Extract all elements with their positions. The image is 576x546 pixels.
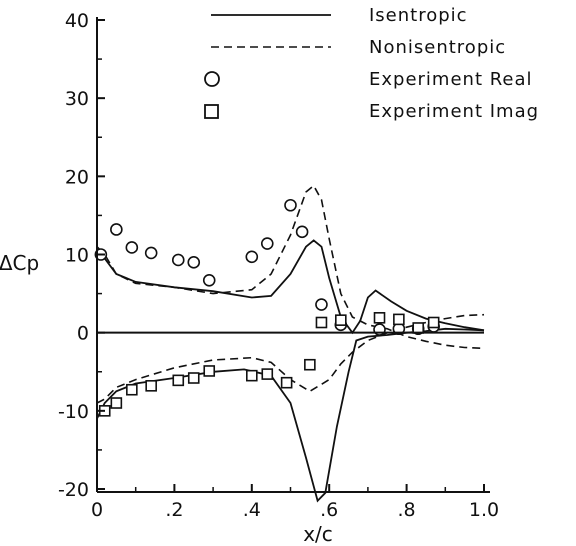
- experiment-imag-point: [126, 383, 138, 396]
- legend-label: Experiment Imag: [369, 101, 539, 122]
- legend-swatch-experiment-real: [204, 71, 220, 87]
- y-axis-label: ΔCp: [0, 251, 39, 275]
- experiment-real-point: [110, 223, 123, 236]
- legend-label: Nonisentropic: [369, 37, 506, 58]
- x-tick-label: 1.0: [469, 499, 499, 521]
- experiment-real-point: [245, 250, 259, 264]
- experiment-imag-point: [427, 316, 440, 329]
- experiment-real-point: [284, 198, 297, 212]
- legend: Isentropic Nonisentropic Experiment Real Ex…: [204, 5, 539, 122]
- experiment-imag-point: [315, 316, 328, 329]
- series-line-solid-imag: [96, 327, 485, 503]
- y-tick-label: 20: [65, 166, 89, 188]
- x-tick-label: .8: [398, 499, 416, 521]
- y-tick-label: 0: [77, 323, 89, 345]
- experiment-real-point: [144, 246, 158, 260]
- experiment-imag-point: [203, 365, 216, 377]
- legend-swatch-experiment-imag: [204, 104, 219, 119]
- legend-label: Experiment Real: [369, 69, 533, 90]
- tick-labels-layer: -20 -10 0 10 20 30 40 0 .2 .4 .6 .8 1.0: [58, 10, 499, 521]
- y-axis-label-text: ΔCp: [0, 251, 39, 275]
- experiment-imag-point: [172, 374, 185, 387]
- experiment-imag-point: [304, 358, 316, 371]
- y-tick-label: 40: [65, 10, 89, 32]
- series-line-solid-real: [96, 239, 485, 335]
- experiment-imag-point: [261, 368, 274, 380]
- y-tick-label: 30: [65, 88, 89, 110]
- y-tick-label: -10: [58, 401, 89, 423]
- experiment-imag-point: [373, 312, 386, 324]
- x-tick-label: 0: [91, 499, 103, 521]
- legend-label: Isentropic: [369, 5, 468, 26]
- experiment-imag-point: [110, 397, 123, 409]
- experiment-real-point: [187, 256, 201, 269]
- curves-layer: [96, 184, 485, 503]
- experiment-imag-point: [393, 313, 405, 326]
- axes-layer: [96, 17, 490, 493]
- experiment-imag-point: [412, 322, 425, 334]
- experiment-imag-point: [246, 369, 258, 382]
- series-line-dashed-real: [96, 184, 485, 350]
- experiment-real-point: [202, 273, 216, 287]
- markers-layer: [94, 198, 440, 417]
- x-axis-label: x/c: [303, 522, 333, 546]
- experiment-imag-point: [335, 314, 347, 326]
- experiment-imag-point: [145, 380, 157, 392]
- experiment-real-point: [295, 225, 309, 239]
- y-tick-label: 10: [65, 245, 89, 267]
- experiment-real-point: [171, 253, 185, 267]
- experiment-real-point: [315, 298, 328, 311]
- experiment-real-point: [125, 241, 139, 254]
- experiment-real-point: [260, 237, 274, 250]
- experiment-imag-point: [280, 376, 293, 389]
- y-tick-label: -20: [58, 479, 89, 501]
- x-tick-label: .4: [243, 499, 261, 521]
- experiment-imag-point: [187, 372, 200, 384]
- x-tick-label: .6: [320, 499, 338, 521]
- x-tick-label: .2: [165, 499, 183, 521]
